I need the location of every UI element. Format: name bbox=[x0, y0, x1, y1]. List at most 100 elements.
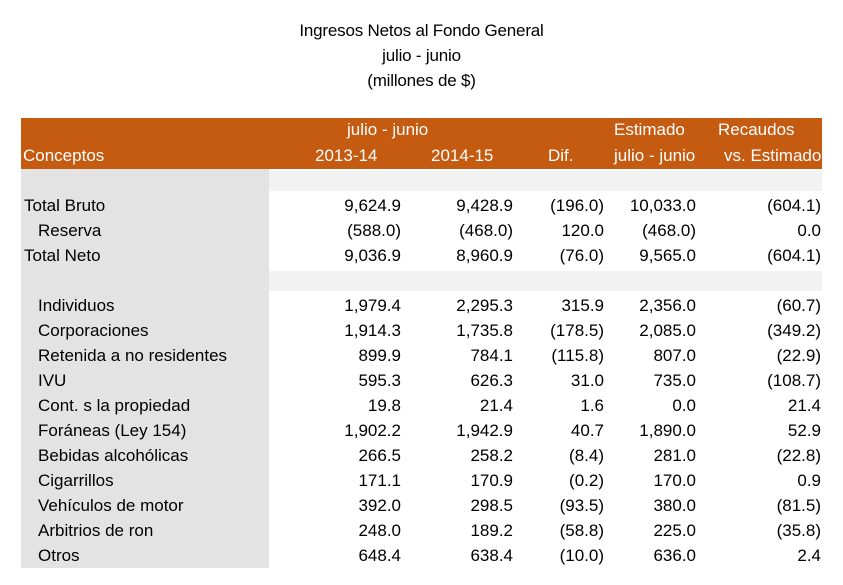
cell-2013-14: 899.9 bbox=[358, 346, 401, 365]
header-period-group: julio - junio bbox=[347, 120, 429, 139]
cell-2013-14: 171.1 bbox=[358, 471, 401, 490]
cell-vs-estimado: (22.8) bbox=[776, 446, 821, 465]
cell-2014-15: 298.5 bbox=[470, 496, 513, 515]
row-label: Reserva bbox=[38, 221, 102, 240]
cell-estimado: 225.0 bbox=[653, 521, 696, 540]
header-vs-estimado: vs. Estimado bbox=[724, 146, 822, 165]
cell-vs-estimado: (604.1) bbox=[767, 246, 821, 265]
cell-2013-14: 1,914.3 bbox=[344, 321, 401, 340]
cell-estimado: 2,085.0 bbox=[639, 321, 696, 340]
table-row: Cigarrillos 171.1 170.9 (0.2) 170.0 0.9 bbox=[0, 471, 843, 496]
cell-2013-14: 19.8 bbox=[367, 396, 401, 415]
cell-2014-15: (468.0) bbox=[459, 221, 513, 240]
row-label: IVU bbox=[38, 371, 67, 390]
cell-dif: (10.0) bbox=[559, 546, 604, 565]
header-estimado-period: julio - junio bbox=[614, 146, 696, 165]
cell-2013-14: 9,036.9 bbox=[344, 246, 401, 265]
table-row: Cont. s la propiedad 19.8 21.4 1.6 0.0 2… bbox=[0, 396, 843, 421]
cell-2014-15: 189.2 bbox=[470, 521, 513, 540]
label-column-background bbox=[21, 169, 269, 568]
cell-dif: (178.5) bbox=[550, 321, 604, 340]
cell-2013-14: 648.4 bbox=[358, 546, 401, 565]
spacer-band bbox=[269, 271, 822, 291]
cell-estimado: (468.0) bbox=[642, 221, 696, 240]
cell-dif: 40.7 bbox=[570, 421, 604, 440]
cell-dif: 120.0 bbox=[561, 221, 604, 240]
table-row: Foráneas (Ley 154) 1,902.2 1,942.9 40.7 … bbox=[0, 421, 843, 446]
cell-2013-14: 1,979.4 bbox=[344, 296, 401, 315]
cell-2013-14: (588.0) bbox=[347, 221, 401, 240]
cell-vs-estimado: (35.8) bbox=[776, 521, 821, 540]
row-label: Foráneas (Ley 154) bbox=[38, 421, 187, 440]
table-header: julio - junio Estimado Recaudos Concepto… bbox=[21, 118, 822, 169]
cell-estimado: 735.0 bbox=[653, 371, 696, 390]
cell-dif: (0.2) bbox=[569, 471, 604, 490]
cell-2014-15: 258.2 bbox=[470, 446, 513, 465]
header-conceptos: Conceptos bbox=[23, 146, 105, 165]
table-row: Total Neto 9,036.9 8,960.9 (76.0) 9,565.… bbox=[0, 246, 843, 271]
header-estimado: Estimado bbox=[614, 120, 685, 139]
cell-estimado: 281.0 bbox=[653, 446, 696, 465]
cell-vs-estimado: (22.9) bbox=[776, 346, 821, 365]
cell-2014-15: 1,942.9 bbox=[456, 421, 513, 440]
row-label: Total Bruto bbox=[24, 196, 106, 215]
row-label: Arbitrios de ron bbox=[38, 521, 154, 540]
cell-estimado: 1,890.0 bbox=[639, 421, 696, 440]
cell-vs-estimado: (349.2) bbox=[767, 321, 821, 340]
spacer-band bbox=[269, 171, 822, 191]
cell-2014-15: 8,960.9 bbox=[456, 246, 513, 265]
cell-estimado: 380.0 bbox=[653, 496, 696, 515]
row-label: Cigarrillos bbox=[38, 471, 114, 490]
cell-dif: (58.8) bbox=[559, 521, 604, 540]
cell-vs-estimado: 2.4 bbox=[797, 546, 821, 565]
table-row: Vehículos de motor 392.0 298.5 (93.5) 38… bbox=[0, 496, 843, 521]
cell-2014-15: 626.3 bbox=[470, 371, 513, 390]
cell-2013-14: 9,624.9 bbox=[344, 196, 401, 215]
cell-2014-15: 784.1 bbox=[470, 346, 513, 365]
cell-estimado: 0.0 bbox=[672, 396, 696, 415]
cell-dif: (115.8) bbox=[551, 346, 604, 365]
cell-vs-estimado: 52.9 bbox=[787, 421, 821, 440]
cell-2014-15: 2,295.3 bbox=[456, 296, 513, 315]
cell-estimado: 9,565.0 bbox=[639, 246, 696, 265]
cell-2013-14: 1,902.2 bbox=[344, 421, 401, 440]
row-label: Individuos bbox=[38, 296, 115, 315]
table-row: Total Bruto 9,624.9 9,428.9 (196.0) 10,0… bbox=[0, 196, 843, 221]
table-row: IVU 595.3 626.3 31.0 735.0 (108.7) bbox=[0, 371, 843, 396]
cell-2013-14: 248.0 bbox=[358, 521, 401, 540]
row-label: Cont. s la propiedad bbox=[38, 396, 191, 415]
cell-dif: 31.0 bbox=[570, 371, 604, 390]
table-row: Reserva (588.0) (468.0) 120.0 (468.0) 0.… bbox=[0, 221, 843, 246]
row-label: Corporaciones bbox=[38, 321, 149, 340]
cell-2013-14: 595.3 bbox=[358, 371, 401, 390]
cell-vs-estimado: 21.4 bbox=[787, 396, 821, 415]
header-col-2013-14: 2013-14 bbox=[315, 146, 378, 165]
row-label: Retenida a no residentes bbox=[38, 346, 228, 365]
cell-2014-15: 21.4 bbox=[479, 396, 513, 415]
report-title: Ingresos Netos al Fondo General bbox=[299, 21, 544, 40]
cell-vs-estimado: 0.9 bbox=[797, 471, 821, 490]
cell-2014-15: 170.9 bbox=[470, 471, 513, 490]
cell-estimado: 2,356.0 bbox=[639, 296, 696, 315]
cell-estimado: 807.0 bbox=[653, 346, 696, 365]
cell-vs-estimado: (81.5) bbox=[776, 496, 821, 515]
cell-2013-14: 266.5 bbox=[358, 446, 401, 465]
cell-estimado: 10,033.0 bbox=[629, 196, 696, 215]
cell-dif: 315.9 bbox=[561, 296, 604, 315]
table-row: Otros 648.4 638.4 (10.0) 636.0 2.4 bbox=[0, 546, 843, 571]
report-units: (millones de $) bbox=[367, 71, 476, 90]
report-period: julio - junio bbox=[382, 46, 461, 65]
header-recaudos: Recaudos bbox=[718, 120, 795, 139]
row-label: Total Neto bbox=[24, 246, 101, 265]
cell-dif: (76.0) bbox=[559, 246, 604, 265]
table-row: Individuos 1,979.4 2,295.3 315.9 2,356.0… bbox=[0, 296, 843, 321]
header-dif: Dif. bbox=[548, 146, 574, 165]
cell-2014-15: 9,428.9 bbox=[456, 196, 513, 215]
cell-vs-estimado: 0.0 bbox=[797, 221, 821, 240]
cell-estimado: 636.0 bbox=[653, 546, 696, 565]
table-row: Bebidas alcohólicas 266.5 258.2 (8.4) 28… bbox=[0, 446, 843, 471]
cell-vs-estimado: (604.1) bbox=[767, 196, 821, 215]
cell-2014-15: 1,735.8 bbox=[456, 321, 513, 340]
cell-vs-estimado: (60.7) bbox=[776, 296, 821, 315]
cell-2013-14: 392.0 bbox=[358, 496, 401, 515]
